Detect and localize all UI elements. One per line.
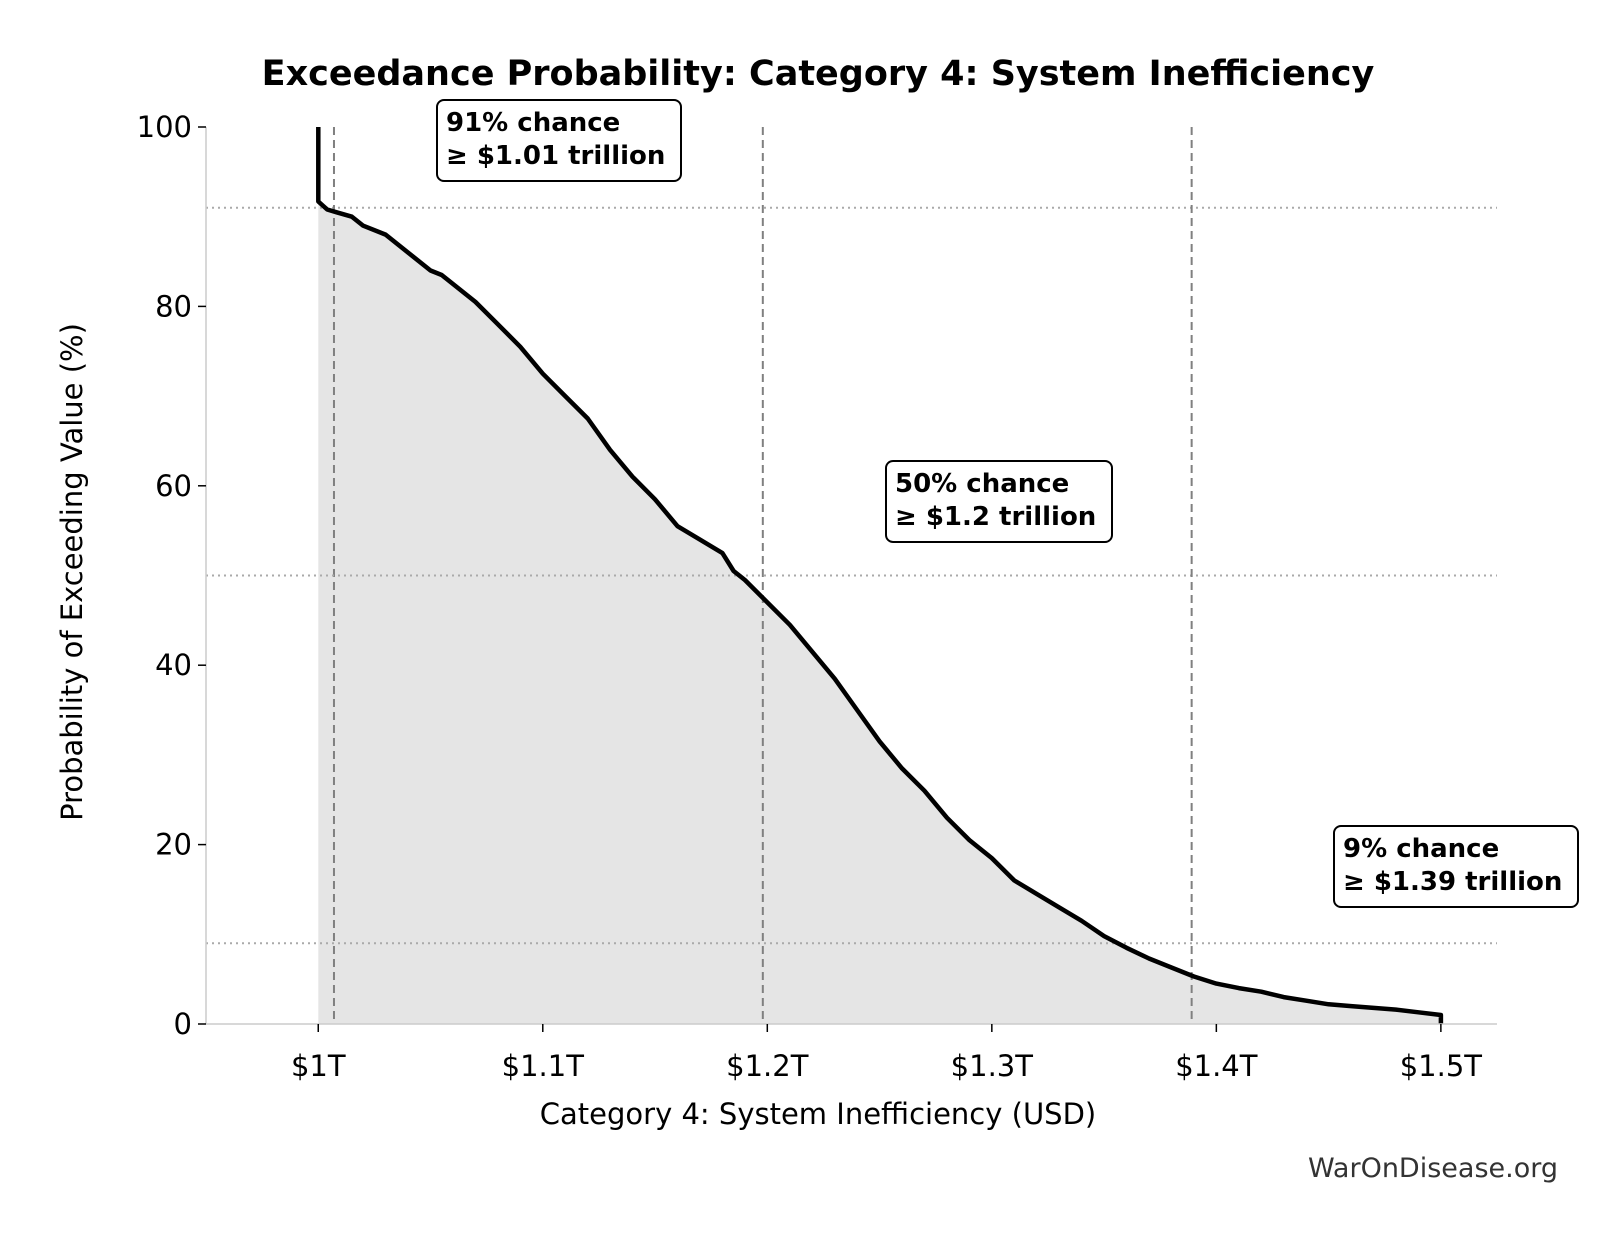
x-axis-label: Category 4: System Inefficiency (USD): [540, 1097, 1096, 1131]
annotation-50-percent: 50% chance ≥ $1.2 trillion: [885, 460, 1113, 543]
x-tick-label: $1T: [291, 1049, 346, 1083]
y-tick-label: 80: [155, 289, 192, 323]
annotation-9-percent: 9% chance ≥ $1.39 trillion: [1333, 825, 1579, 908]
y-axis-ticks: 0 20 40 60 80 100: [137, 110, 206, 1041]
y-tick-label: 0: [174, 1007, 192, 1041]
axes: 0 20 40 60 80 100 $1T $1.1T $1.2T $1.3T $1.4T $1.5…: [137, 110, 1497, 1083]
annotation-value-text: ≥ $1.01 trillion: [446, 141, 665, 171]
y-tick-label: 60: [155, 469, 192, 503]
exceedance-curve: [316, 127, 1444, 1024]
x-tick-label: $1.3T: [951, 1049, 1034, 1083]
reference-lines: [206, 127, 1497, 1024]
y-axis-label: Probability of Exceeding Value (%): [55, 323, 89, 821]
annotation-chance-text: 91% chance: [446, 108, 620, 138]
y-tick-label: 100: [137, 110, 192, 144]
annotation-chance-text: 9% chance: [1343, 834, 1499, 864]
x-axis-ticks: $1T $1.1T $1.2T $1.3T $1.4T $1.5T: [291, 1024, 1482, 1083]
annotation-chance-text: 50% chance: [895, 469, 1069, 499]
annotation-box: [885, 460, 1113, 543]
x-tick-label: $1.1T: [502, 1049, 585, 1083]
annotation-box: [1333, 825, 1579, 908]
x-tick-label: $1.2T: [726, 1049, 809, 1083]
source-credit: WarOnDisease.org: [1308, 1153, 1558, 1184]
x-tick-label: $1.4T: [1175, 1049, 1258, 1083]
annotation-value-text: ≥ $1.2 trillion: [895, 502, 1096, 532]
annotation-value-text: ≥ $1.39 trillion: [1343, 867, 1562, 897]
y-tick-label: 40: [155, 648, 192, 682]
annotation-91-percent: 91% chance ≥ $1.01 trillion: [436, 99, 682, 182]
exceedance-area-fill: [318, 127, 1441, 1024]
y-tick-label: 20: [155, 828, 192, 862]
annotation-box: [436, 99, 682, 182]
chart-title: Exceedance Probability: Category 4: Syst…: [262, 54, 1375, 94]
x-tick-label: $1.5T: [1400, 1049, 1483, 1083]
plot-area: [206, 127, 1497, 1024]
